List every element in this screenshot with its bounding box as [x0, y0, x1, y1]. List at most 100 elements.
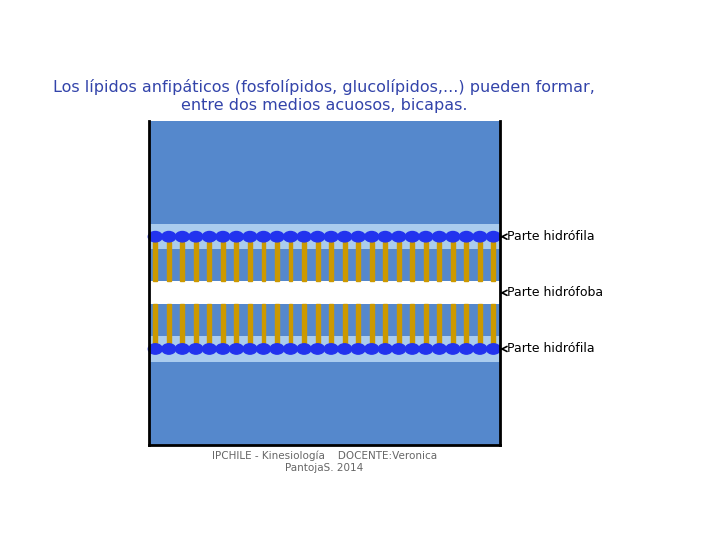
Bar [397, 242, 401, 281]
Bar [464, 304, 468, 344]
Bar [235, 304, 238, 344]
Circle shape [148, 344, 162, 354]
Bar [492, 242, 495, 281]
Bar [289, 304, 292, 344]
Bar [329, 304, 333, 344]
Circle shape [202, 344, 217, 354]
Circle shape [216, 232, 230, 242]
Bar [181, 242, 184, 281]
Text: Parte hidrófila: Parte hidrófila [501, 342, 595, 355]
Bar [343, 304, 346, 344]
Bar [153, 242, 157, 281]
Bar [343, 242, 346, 281]
Bar [261, 242, 266, 281]
Bar [302, 304, 306, 344]
Circle shape [351, 232, 365, 242]
Bar [302, 242, 306, 281]
Bar [194, 304, 198, 344]
Circle shape [230, 344, 243, 354]
Circle shape [202, 232, 217, 242]
Bar [275, 242, 279, 281]
Bar [315, 304, 320, 344]
Circle shape [365, 344, 379, 354]
Circle shape [176, 344, 189, 354]
Bar [207, 242, 212, 281]
Bar [383, 304, 387, 344]
Bar [370, 304, 374, 344]
Circle shape [324, 344, 338, 354]
Bar [148, 336, 500, 362]
Bar [451, 242, 455, 281]
Bar [181, 304, 184, 344]
Bar [275, 304, 279, 344]
Circle shape [189, 232, 203, 242]
Circle shape [432, 232, 446, 242]
Bar [289, 242, 292, 281]
Bar [424, 242, 428, 281]
Circle shape [487, 232, 500, 242]
Circle shape [324, 232, 338, 242]
Circle shape [338, 232, 351, 242]
Text: Parte hidrófila: Parte hidrófila [501, 230, 595, 243]
Bar [167, 304, 171, 344]
Bar [235, 242, 238, 281]
Bar [221, 242, 225, 281]
Bar [437, 304, 441, 344]
Circle shape [297, 232, 311, 242]
Bar [478, 304, 482, 344]
Circle shape [176, 232, 189, 242]
Circle shape [189, 344, 203, 354]
Circle shape [162, 344, 176, 354]
Circle shape [473, 232, 487, 242]
Circle shape [284, 232, 297, 242]
Bar [315, 242, 320, 281]
Text: Parte hidrófoba: Parte hidrófoba [501, 286, 603, 299]
Bar [356, 242, 360, 281]
Circle shape [392, 344, 406, 354]
Circle shape [405, 344, 419, 354]
Bar [437, 242, 441, 281]
Bar [492, 304, 495, 344]
Circle shape [216, 344, 230, 354]
Circle shape [338, 344, 351, 354]
Bar [153, 304, 157, 344]
Bar [410, 242, 414, 281]
Circle shape [473, 344, 487, 354]
Circle shape [351, 344, 365, 354]
Circle shape [284, 344, 297, 354]
Circle shape [432, 344, 446, 354]
Circle shape [378, 232, 392, 242]
Circle shape [270, 344, 284, 354]
Bar [478, 242, 482, 281]
Circle shape [243, 232, 257, 242]
Circle shape [310, 232, 325, 242]
Circle shape [310, 344, 325, 354]
Bar [148, 121, 500, 446]
Bar [207, 304, 212, 344]
Bar [397, 304, 401, 344]
Bar [383, 242, 387, 281]
Bar [451, 304, 455, 344]
Circle shape [162, 232, 176, 242]
Bar [194, 242, 198, 281]
Circle shape [446, 344, 460, 354]
Bar [329, 242, 333, 281]
Bar [167, 242, 171, 281]
Circle shape [256, 232, 271, 242]
Bar [261, 304, 266, 344]
Bar [424, 304, 428, 344]
Circle shape [148, 232, 162, 242]
Bar [148, 224, 500, 249]
Bar [464, 242, 468, 281]
Bar [148, 281, 500, 304]
Circle shape [243, 344, 257, 354]
Circle shape [459, 344, 473, 354]
Circle shape [419, 344, 433, 354]
Circle shape [405, 232, 419, 242]
Circle shape [487, 344, 500, 354]
Circle shape [230, 232, 243, 242]
Bar [248, 304, 252, 344]
Bar [370, 242, 374, 281]
Circle shape [297, 344, 311, 354]
Circle shape [270, 232, 284, 242]
